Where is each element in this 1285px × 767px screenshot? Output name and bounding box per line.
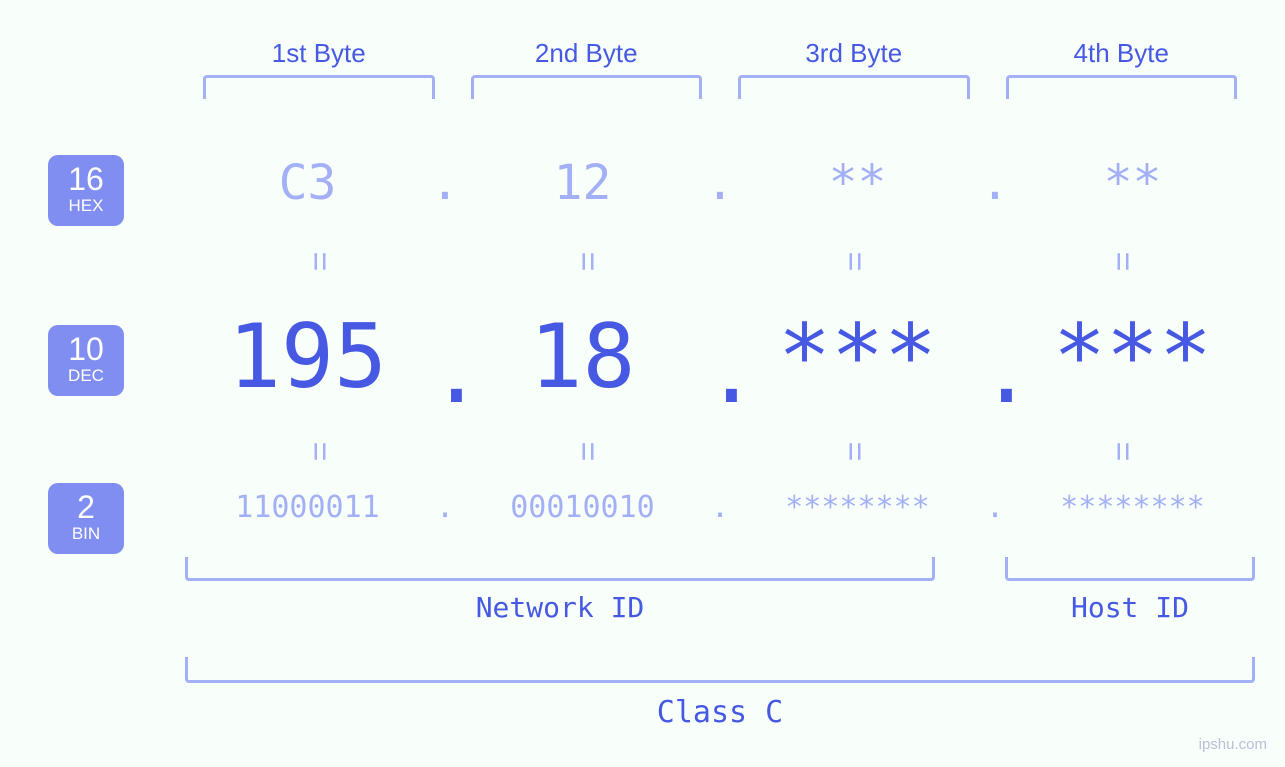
separator-dot: . <box>980 346 1010 399</box>
byte-headers: 1st Byte 2nd Byte 3rd Byte 4th Byte <box>185 38 1255 99</box>
id-brackets: Network ID Host ID <box>185 557 1255 624</box>
network-id-label: Network ID <box>185 591 935 624</box>
separator-dot: . <box>430 346 460 399</box>
bracket-top <box>471 75 703 99</box>
separator-dot: . <box>705 490 735 525</box>
badge-base-name: BIN <box>48 525 124 544</box>
bracket-bottom <box>185 657 1255 683</box>
byte-header-3: 3rd Byte <box>720 38 988 99</box>
byte-header-4: 4th Byte <box>988 38 1256 99</box>
byte-header-2: 2nd Byte <box>453 38 721 99</box>
equals-icon: = <box>299 318 338 586</box>
equals-icon: = <box>1102 318 1141 586</box>
bracket-top <box>1006 75 1238 99</box>
byte-label: 2nd Byte <box>453 38 721 69</box>
byte-label: 1st Byte <box>185 38 453 69</box>
badge-dec: 10 DEC <box>48 325 124 396</box>
badge-hex: 16 HEX <box>48 155 124 226</box>
host-id-group: Host ID <box>1005 557 1255 624</box>
bracket-top <box>738 75 970 99</box>
bin-byte-4: ******** <box>1010 490 1255 525</box>
separator-dot: . <box>430 490 460 525</box>
class-bracket: Class C <box>185 657 1255 730</box>
class-label: Class C <box>185 695 1255 730</box>
equals-row-hex-dec: = = = = <box>185 242 1255 281</box>
separator-dot: . <box>705 346 735 399</box>
separator-dot: . <box>980 490 1010 525</box>
row-dec: 195 . 18 . *** . *** <box>185 305 1255 408</box>
separator-dot: . <box>430 155 460 211</box>
byte-label: 3rd Byte <box>720 38 988 69</box>
byte-label: 4th Byte <box>988 38 1256 69</box>
row-bin: 11000011 . 00010010 . ******** . *******… <box>185 490 1255 525</box>
badge-base-number: 2 <box>48 491 124 523</box>
badge-base-name: HEX <box>48 197 124 216</box>
equals-icon: = <box>834 318 873 586</box>
badge-base-number: 10 <box>48 333 124 365</box>
badge-base-name: DEC <box>48 367 124 386</box>
bin-byte-2: 00010010 <box>460 490 705 525</box>
host-id-label: Host ID <box>1005 591 1255 624</box>
byte-header-1: 1st Byte <box>185 38 453 99</box>
separator-dot: . <box>980 155 1010 211</box>
network-id-group: Network ID <box>185 557 935 624</box>
equals-icon: = <box>567 318 606 586</box>
badge-base-number: 16 <box>48 163 124 195</box>
equals-row-dec-bin: = = = = <box>185 432 1255 471</box>
bin-byte-3: ******** <box>735 490 980 525</box>
separator-dot: . <box>705 155 735 211</box>
bracket-bottom <box>185 557 935 581</box>
badge-bin: 2 BIN <box>48 483 124 554</box>
watermark: ipshu.com <box>1199 736 1267 753</box>
bracket-top <box>203 75 435 99</box>
row-hex: C3 . 12 . ** . ** <box>185 155 1255 211</box>
bracket-bottom <box>1005 557 1255 581</box>
bin-byte-1: 11000011 <box>185 490 430 525</box>
